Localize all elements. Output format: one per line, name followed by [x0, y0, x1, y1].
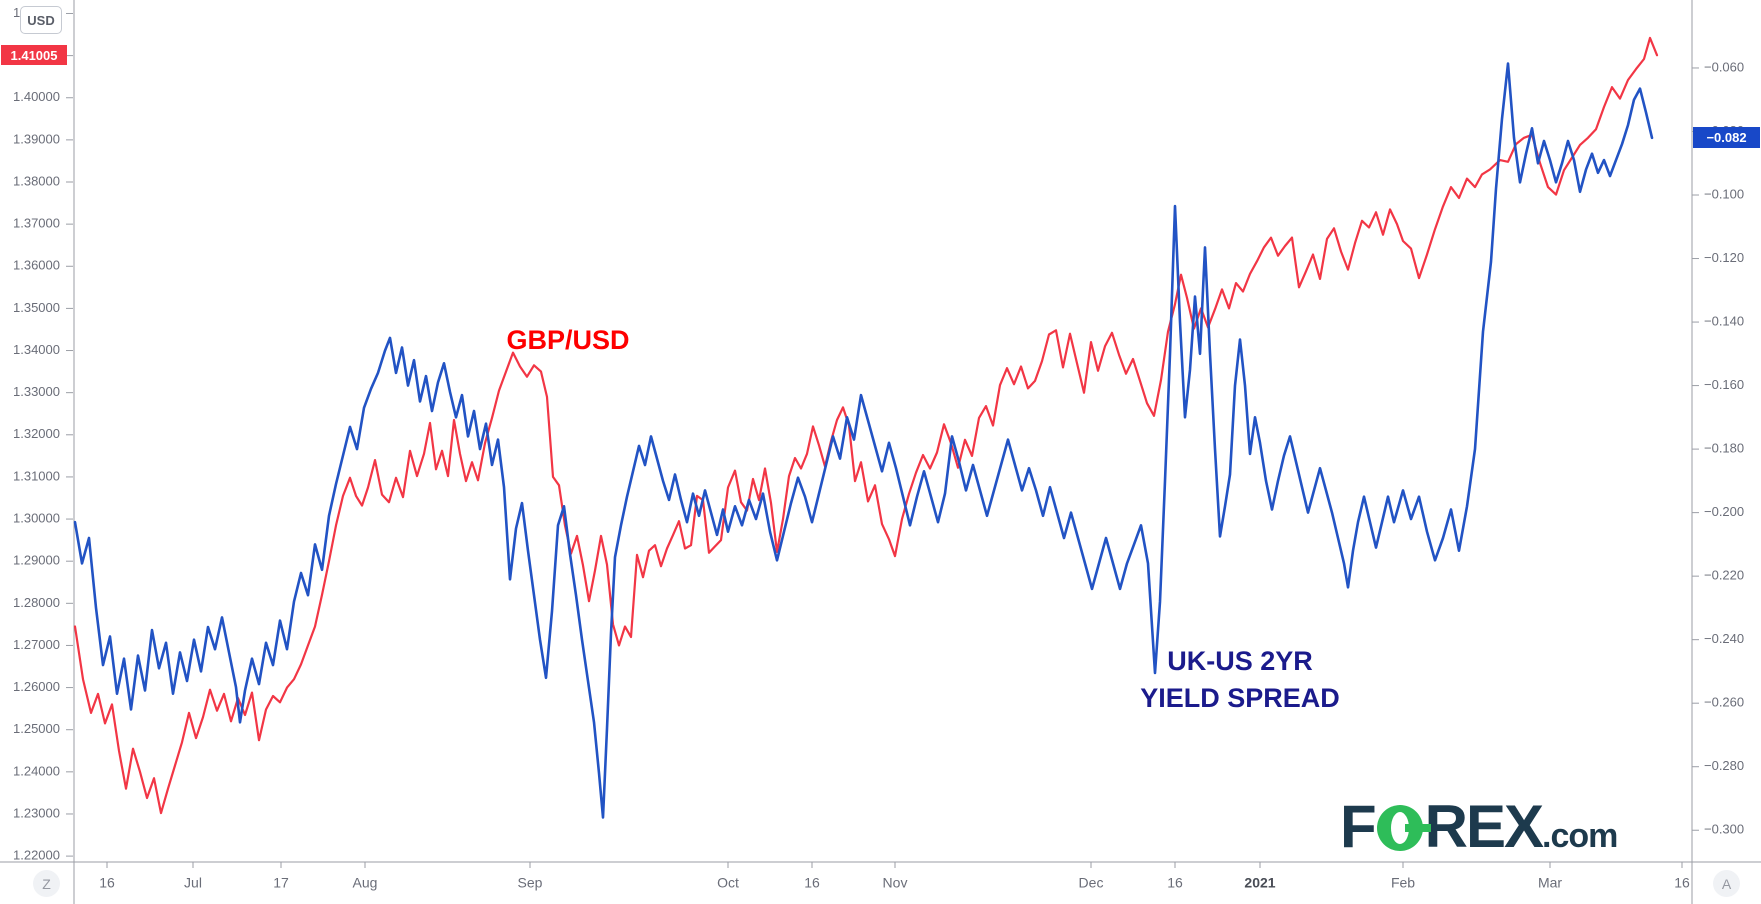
time-tick-label: 16 [1167, 875, 1183, 891]
price-tick-label: 1.23000 [13, 805, 60, 820]
price-tick-label: 1.33000 [13, 384, 60, 399]
time-tick-label: Mar [1538, 875, 1562, 891]
logo-text-tld: .com [1542, 817, 1618, 855]
time-tick-label: Sep [518, 875, 543, 891]
gbpusd-series-label: GBP/USD [506, 325, 630, 355]
price-tick-label: −0.200 [1704, 504, 1744, 519]
logo-text-rex: REX [1424, 793, 1544, 860]
price-tick-label: 1.40000 [13, 89, 60, 104]
price-tick-label: −0.140 [1704, 313, 1744, 328]
spread-series-label: UK-US 2YR YIELD SPREAD [1140, 643, 1340, 717]
forex-com-logo: F REX .com [1340, 793, 1618, 860]
price-tick-label: 1.34000 [13, 342, 60, 357]
time-tick-label: Feb [1391, 875, 1415, 891]
gbpusd-series-line[interactable] [73, 36, 1659, 815]
price-tick-label: 1.36000 [13, 258, 60, 273]
price-tick-label: 1.37000 [13, 216, 60, 231]
symbol-currency-chip[interactable]: USD [20, 6, 62, 34]
price-tick-label: 1.35000 [13, 300, 60, 315]
time-tick-label: Jul [184, 875, 202, 891]
price-tick-label: 1.30000 [13, 510, 60, 525]
price-tick-label: −0.100 [1704, 186, 1744, 201]
price-tick-label: 1.22000 [13, 848, 60, 863]
time-tick-label: Aug [353, 875, 378, 891]
price-tick-label: −0.060 [1704, 59, 1744, 74]
spread-series-line[interactable] [73, 62, 1654, 819]
price-tick-label: 1.26000 [13, 679, 60, 694]
price-axis-right[interactable]: −0.060−0.080−0.100−0.120−0.140−0.160−0.1… [1692, 59, 1744, 837]
time-tick-label: 2021 [1244, 875, 1275, 891]
last-price-badge-spread: −0.082 [1693, 127, 1760, 148]
price-tick-label: 1.29000 [13, 553, 60, 568]
price-tick-label: 1.38000 [13, 173, 60, 188]
time-tick-label: Nov [883, 875, 908, 891]
time-tick-label: 16 [1674, 875, 1690, 891]
price-tick-label: 1.25000 [13, 721, 60, 736]
logo-o-coin-icon [1376, 805, 1431, 851]
price-tick-label: −0.220 [1704, 568, 1744, 583]
price-tick-label: −0.120 [1704, 250, 1744, 265]
price-tick-label: −0.280 [1704, 758, 1744, 773]
time-tick-label: 16 [804, 875, 820, 891]
price-tick-label: 1.27000 [13, 637, 60, 652]
price-tick-label: −0.240 [1704, 631, 1744, 646]
timezone-button[interactable]: Z [33, 870, 60, 897]
spread-series-label-line1: UK-US 2YR [1167, 646, 1313, 676]
time-tick-label: 17 [273, 875, 289, 891]
logo-text-f: F [1340, 793, 1377, 860]
price-tick-label: 1.31000 [13, 468, 60, 483]
price-tick-label: −0.180 [1704, 441, 1744, 456]
price-tick-label: −0.300 [1704, 822, 1744, 837]
auto-scale-button[interactable]: A [1713, 870, 1740, 897]
spread-series-label-line2: YIELD SPREAD [1140, 683, 1340, 713]
price-tick-label: 1.39000 [13, 131, 60, 146]
last-price-badge-gbpusd: 1.41005 [1, 45, 67, 65]
price-tick-label: 1.28000 [13, 595, 60, 610]
price-tick-label: −0.260 [1704, 695, 1744, 710]
time-tick-label: 16 [99, 875, 115, 891]
time-tick-label: Oct [717, 875, 739, 891]
time-axis[interactable]: 16 Jul 17 Aug Sep Oct 16 Nov Dec 16 2021 Feb Mar 16 [99, 862, 1690, 891]
price-tick-label: −0.160 [1704, 377, 1744, 392]
price-tick-label: 1.24000 [13, 763, 60, 778]
time-tick-label: Dec [1079, 875, 1104, 891]
price-axis-left[interactable]: 1.420001.410001.400001.390001.380001.370… [13, 5, 73, 863]
price-tick-label: 1.32000 [13, 426, 60, 441]
